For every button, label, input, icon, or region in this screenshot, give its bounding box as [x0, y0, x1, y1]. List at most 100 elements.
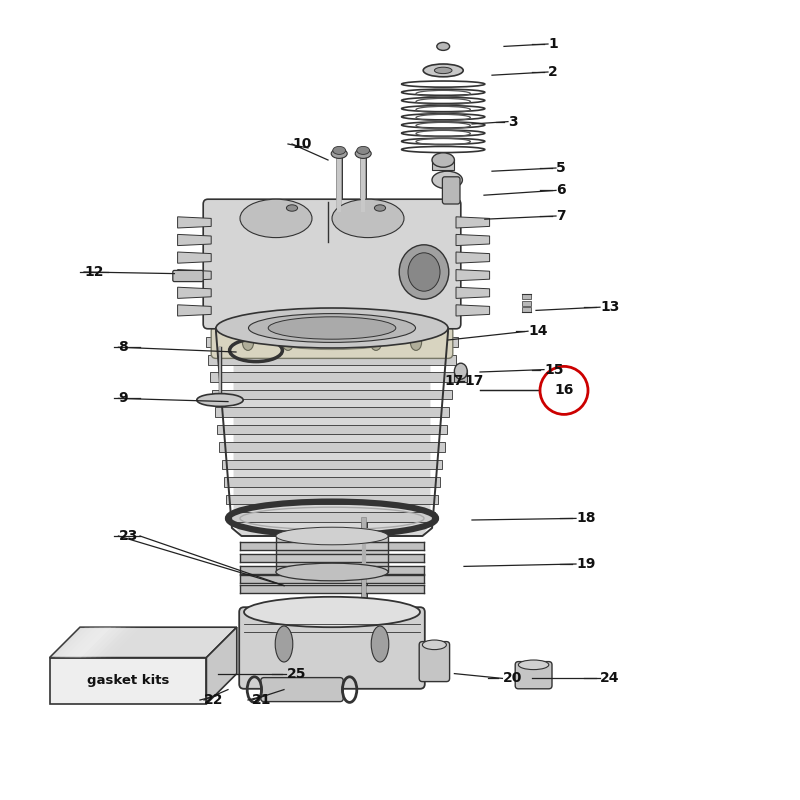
- Text: gasket kits: gasket kits: [87, 674, 169, 687]
- Ellipse shape: [276, 527, 388, 545]
- Polygon shape: [206, 338, 458, 347]
- Bar: [50, 658, 206, 704]
- FancyBboxPatch shape: [419, 642, 450, 682]
- Text: 13: 13: [600, 300, 619, 314]
- Polygon shape: [178, 234, 211, 246]
- Polygon shape: [456, 287, 490, 298]
- Polygon shape: [456, 305, 490, 316]
- FancyBboxPatch shape: [173, 270, 203, 282]
- FancyBboxPatch shape: [515, 662, 552, 689]
- Text: 8: 8: [118, 340, 128, 354]
- Ellipse shape: [518, 660, 549, 670]
- Ellipse shape: [240, 199, 312, 238]
- FancyBboxPatch shape: [203, 199, 461, 329]
- Polygon shape: [178, 270, 211, 281]
- Bar: [522, 307, 531, 312]
- Polygon shape: [456, 270, 490, 281]
- Ellipse shape: [399, 245, 449, 299]
- Polygon shape: [50, 627, 237, 658]
- FancyBboxPatch shape: [442, 177, 460, 204]
- Text: 19: 19: [576, 557, 595, 571]
- Polygon shape: [210, 372, 454, 382]
- Polygon shape: [213, 390, 451, 399]
- Text: 1: 1: [548, 37, 558, 51]
- Polygon shape: [50, 627, 111, 658]
- Polygon shape: [214, 407, 450, 417]
- Ellipse shape: [371, 626, 389, 662]
- Circle shape: [540, 366, 588, 414]
- Polygon shape: [178, 217, 211, 228]
- Ellipse shape: [216, 308, 448, 348]
- Ellipse shape: [276, 563, 388, 581]
- Ellipse shape: [333, 146, 346, 154]
- Polygon shape: [226, 494, 438, 504]
- Bar: [240, 575, 424, 583]
- Polygon shape: [224, 477, 440, 486]
- Polygon shape: [59, 627, 121, 658]
- Ellipse shape: [434, 67, 452, 74]
- Ellipse shape: [282, 334, 294, 350]
- Polygon shape: [216, 328, 448, 536]
- Ellipse shape: [355, 149, 371, 158]
- Ellipse shape: [437, 42, 450, 50]
- Text: 2: 2: [548, 65, 558, 79]
- Ellipse shape: [432, 153, 454, 167]
- Ellipse shape: [268, 317, 396, 339]
- Polygon shape: [178, 305, 211, 316]
- Polygon shape: [69, 627, 131, 658]
- Text: 6: 6: [556, 183, 566, 198]
- Bar: [240, 542, 424, 550]
- Ellipse shape: [286, 205, 298, 211]
- Polygon shape: [229, 512, 435, 522]
- Text: 14: 14: [528, 324, 547, 338]
- Polygon shape: [64, 627, 126, 658]
- Polygon shape: [219, 442, 445, 452]
- Polygon shape: [456, 252, 490, 263]
- Ellipse shape: [332, 199, 404, 238]
- Polygon shape: [456, 217, 490, 228]
- Text: 17: 17: [445, 374, 464, 388]
- Ellipse shape: [357, 146, 370, 154]
- Ellipse shape: [454, 363, 467, 379]
- Text: 18: 18: [576, 511, 595, 526]
- Polygon shape: [217, 425, 447, 434]
- FancyBboxPatch shape: [239, 607, 425, 689]
- Ellipse shape: [197, 394, 243, 406]
- Bar: [432, 160, 454, 170]
- Text: 17: 17: [464, 374, 483, 388]
- Bar: [454, 370, 467, 382]
- Bar: [276, 536, 388, 572]
- Text: 25: 25: [286, 667, 306, 682]
- Ellipse shape: [432, 171, 462, 189]
- Text: 22: 22: [204, 693, 223, 707]
- Bar: [240, 566, 424, 574]
- Polygon shape: [54, 627, 116, 658]
- Polygon shape: [222, 460, 442, 470]
- Ellipse shape: [244, 597, 420, 627]
- Ellipse shape: [422, 640, 446, 650]
- Ellipse shape: [249, 314, 415, 342]
- Text: 9: 9: [118, 391, 128, 406]
- Polygon shape: [208, 355, 456, 365]
- Polygon shape: [74, 627, 136, 658]
- Ellipse shape: [408, 253, 440, 291]
- FancyBboxPatch shape: [321, 322, 343, 338]
- Ellipse shape: [275, 626, 293, 662]
- Polygon shape: [178, 252, 211, 263]
- Ellipse shape: [423, 64, 463, 77]
- Polygon shape: [456, 234, 490, 246]
- Bar: [522, 294, 531, 299]
- FancyBboxPatch shape: [261, 678, 343, 702]
- Ellipse shape: [410, 334, 422, 350]
- Ellipse shape: [374, 205, 386, 211]
- Text: 10: 10: [292, 137, 311, 151]
- Bar: [522, 301, 531, 306]
- Text: 15: 15: [544, 362, 563, 377]
- Bar: [240, 585, 424, 593]
- FancyBboxPatch shape: [211, 326, 453, 358]
- Polygon shape: [178, 287, 211, 298]
- Ellipse shape: [242, 334, 254, 350]
- Text: 5: 5: [556, 161, 566, 175]
- Text: 7: 7: [556, 209, 566, 223]
- Text: 3: 3: [508, 114, 518, 129]
